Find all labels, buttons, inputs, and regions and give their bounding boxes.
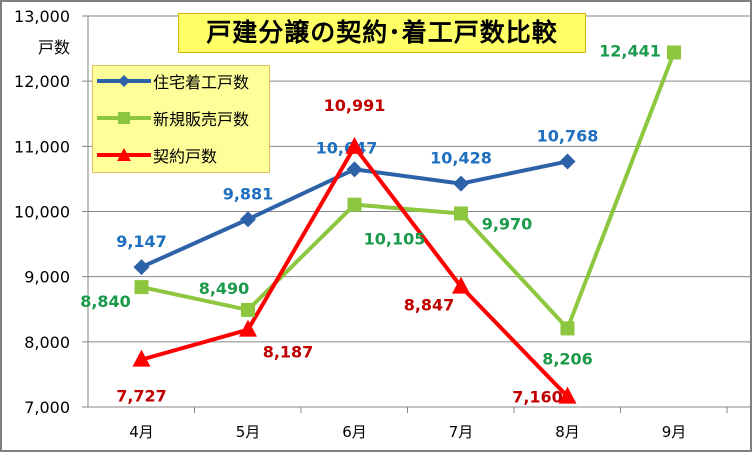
legend-item-contracts: 契約戸数 bbox=[93, 143, 217, 167]
data-label: 8,847 bbox=[404, 296, 455, 315]
legend: 住宅着工戸数 新規販売戸数 契約戸数 bbox=[92, 65, 270, 173]
x-tick-label: 9月 bbox=[662, 423, 687, 441]
legend-label: 新規販売戸数 bbox=[153, 110, 250, 129]
y-tick-label: 13,000 bbox=[14, 7, 70, 26]
legend-triangle-icon bbox=[97, 148, 151, 161]
data-label: 12,441 bbox=[599, 41, 661, 60]
data-label: 7,727 bbox=[116, 387, 167, 406]
data-label: 9,970 bbox=[482, 214, 533, 233]
data-label: 9,881 bbox=[223, 184, 274, 203]
data-point-triangle bbox=[132, 349, 151, 367]
data-label: 10,991 bbox=[324, 96, 386, 115]
data-point-square bbox=[134, 280, 149, 295]
data-label: 10,647 bbox=[316, 138, 378, 157]
data-point-diamond bbox=[240, 211, 256, 228]
legend-item-housing-starts: 住宅着工戸数 bbox=[93, 69, 249, 93]
x-tick-label: 8月 bbox=[555, 423, 580, 441]
data-point-triangle bbox=[345, 136, 364, 154]
y-tick-label: 7,000 bbox=[24, 398, 70, 417]
data-point-square bbox=[347, 197, 362, 212]
data-point-diamond bbox=[453, 175, 469, 192]
data-label: 9,147 bbox=[116, 232, 167, 251]
data-point-diamond bbox=[133, 259, 150, 276]
y-axis-label: 戸数 bbox=[38, 38, 71, 57]
data-label: 10,428 bbox=[430, 149, 492, 168]
series-line-2 bbox=[140, 144, 569, 398]
chart-title: 戸建分譲の契約･着工戸数比較 bbox=[178, 13, 586, 53]
y-tick-label: 9,000 bbox=[24, 268, 70, 287]
y-tick-label: 10,000 bbox=[14, 203, 70, 222]
data-label: 10,105 bbox=[364, 230, 426, 249]
x-tick-label: 6月 bbox=[342, 423, 367, 441]
legend-square-icon bbox=[97, 112, 151, 124]
data-point-diamond bbox=[346, 161, 363, 178]
legend-label: 契約戸数 bbox=[153, 147, 218, 166]
legend-label: 住宅着工戸数 bbox=[153, 73, 250, 92]
y-tick-label: 8,000 bbox=[24, 333, 70, 352]
data-label: 8,187 bbox=[263, 343, 314, 362]
data-label: 7,160 bbox=[512, 388, 563, 407]
data-point-triangle bbox=[452, 276, 470, 294]
data-point-square bbox=[667, 45, 681, 60]
data-point-triangle bbox=[558, 386, 577, 404]
data-point-diamond bbox=[559, 153, 576, 170]
series-line-1 bbox=[141, 51, 676, 331]
y-tick-label: 11,000 bbox=[14, 137, 70, 156]
data-point-square bbox=[241, 302, 255, 317]
legend-item-new-sales: 新規販売戸数 bbox=[93, 106, 249, 130]
data-point-square bbox=[454, 206, 468, 221]
data-label: 8,206 bbox=[542, 349, 593, 368]
data-point-square bbox=[560, 321, 575, 336]
x-tick-label: 4月 bbox=[129, 423, 154, 441]
data-label: 8,490 bbox=[199, 279, 250, 298]
y-tick-label: 12,000 bbox=[14, 72, 70, 91]
data-label: 10,768 bbox=[537, 126, 599, 145]
x-tick-label: 7月 bbox=[449, 423, 474, 441]
x-tick-label: 5月 bbox=[236, 423, 261, 441]
data-label: 8,840 bbox=[80, 292, 131, 311]
data-point-triangle bbox=[239, 319, 257, 337]
legend-diamond-icon bbox=[97, 75, 151, 87]
